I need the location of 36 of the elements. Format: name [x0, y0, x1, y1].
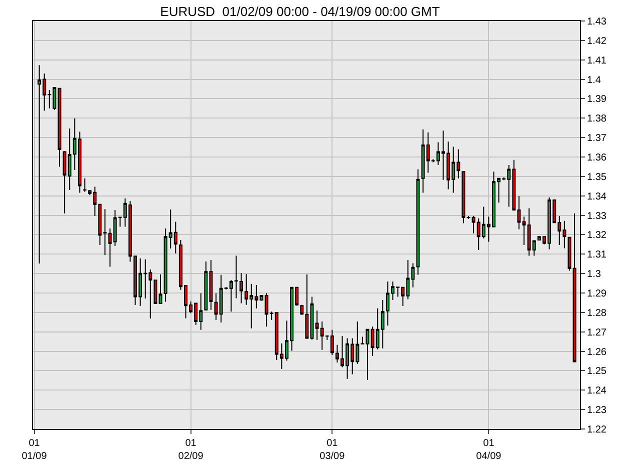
y-tick-label: 1.33 [587, 210, 607, 222]
y-tick-label: 1.25 [587, 366, 607, 378]
y-tick-label: 1.22 [587, 424, 607, 436]
candlestick [108, 228, 112, 268]
y-tick-label: 1.23 [587, 405, 607, 416]
candlestick [209, 259, 213, 310]
y-tick-label: 1.27 [587, 327, 607, 338]
y-tick-label: 1.36 [587, 152, 607, 164]
candlestick [572, 212, 576, 362]
y-tick-label: 1.38 [587, 114, 607, 125]
candlestick [462, 171, 466, 224]
candlestick [517, 196, 521, 230]
candlestick [58, 88, 62, 168]
y-tick-label: 1.34 [587, 191, 607, 202]
y-tick-label: 1.35 [587, 172, 607, 183]
y-tick-label: 1.26 [587, 346, 607, 358]
x-tick-label: 01 02/09 [178, 438, 204, 462]
candlestick [158, 274, 162, 304]
y-tick-label: 1.39 [587, 94, 607, 106]
y-tick-label: 1.31 [587, 250, 607, 261]
y-tick-label: 1.42 [587, 36, 607, 47]
x-tick-label: 01 03/09 [320, 438, 346, 462]
y-tick-label: 1.24 [587, 386, 607, 397]
y-tick-label: 1.28 [587, 308, 607, 319]
candlestick [568, 236, 572, 272]
y-tick-label: 1.32 [587, 230, 607, 242]
y-tick-label: 1.3 [587, 269, 602, 280]
y-tick-label: 1.29 [587, 288, 607, 300]
y-tick-label: 1.4 [587, 74, 602, 86]
x-tick-label: 01 04/09 [476, 438, 502, 462]
y-tick-label: 1.43 [587, 16, 607, 28]
chart-title: EURUSD 01/02/09 00:00 - 04/19/09 00:00 GMT [160, 4, 440, 20]
candlestick [83, 178, 86, 192]
x-tick-label: 01 01/09 [22, 438, 48, 462]
y-tick-label: 1.37 [587, 133, 607, 144]
y-tick-label: 1.41 [587, 55, 607, 66]
